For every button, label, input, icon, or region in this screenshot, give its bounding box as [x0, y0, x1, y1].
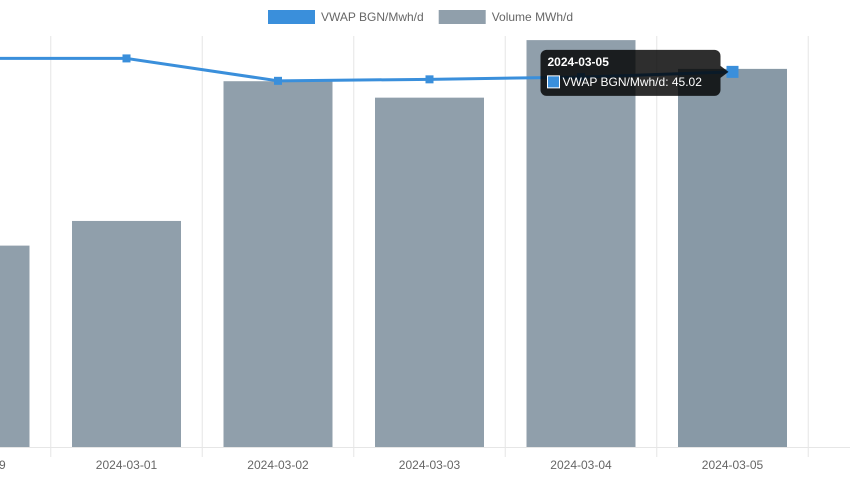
tooltip-swatch	[547, 75, 560, 89]
tooltip-box	[540, 49, 721, 96]
legend-label: Volume MWh/d	[492, 10, 573, 24]
vwap-point	[274, 76, 282, 85]
legend-swatch	[438, 10, 486, 24]
x-tick-label: 2024-03-01	[96, 458, 158, 472]
volume-bar	[0, 245, 30, 447]
x-tick-label: 2024-03-05	[702, 458, 764, 472]
volume-bars	[0, 40, 787, 448]
x-tick-label: 2024-02-29	[0, 458, 6, 472]
volume-bar	[72, 220, 181, 447]
legend-swatch	[268, 10, 315, 24]
chart-legend: VWAP BGN/Mwh/d Volume MWh/d	[268, 10, 573, 24]
legend-label: VWAP BGN/Mwh/d	[321, 10, 424, 24]
tooltip-caret	[720, 65, 729, 78]
volume-bar	[375, 97, 484, 448]
x-tick-label: 2024-03-02	[247, 458, 309, 472]
volume-bar	[526, 40, 636, 448]
tooltip-title: 2024-03-05	[548, 55, 610, 69]
vwap-point	[425, 75, 434, 84]
x-tick-label: 2024-03-04	[550, 458, 612, 472]
volume-bar	[223, 81, 333, 448]
vwap-point	[122, 54, 131, 63]
tooltip-text: VWAP BGN/Mwh/d: 45.02	[563, 75, 703, 89]
chart-tooltip: 2024-03-05 VWAP BGN/Mwh/d: 45.02	[540, 49, 729, 96]
x-tick-label: 2024-03-03	[399, 458, 461, 472]
vertical-gridlines	[50, 36, 809, 457]
vwap-point	[726, 65, 739, 78]
x-axis: 2024-02-29 2024-03-01 2024-03-02 2024-03-03…	[0, 447, 850, 472]
volume-bar	[678, 68, 787, 447]
